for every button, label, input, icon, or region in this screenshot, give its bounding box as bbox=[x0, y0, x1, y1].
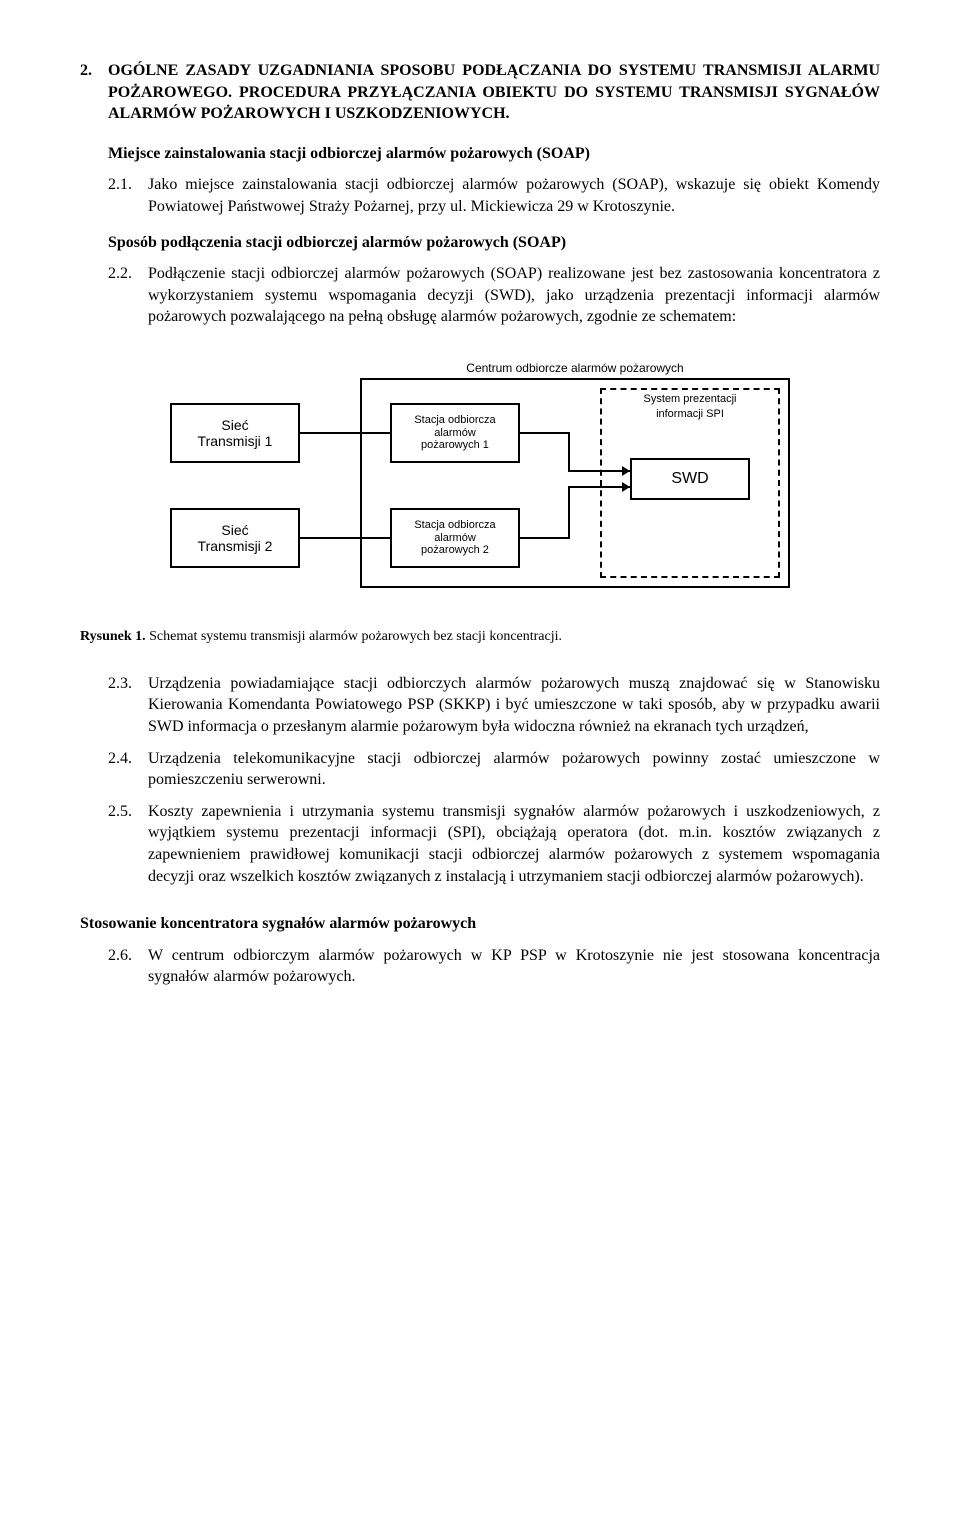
diagram-connector bbox=[520, 432, 570, 434]
subheading-install-place: Miejsce zainstalowania stacji odbiorczej… bbox=[108, 143, 880, 165]
paragraph-number: 2.1. bbox=[108, 174, 148, 217]
diagram-spi-label: System prezentacjiinformacji SPI bbox=[600, 392, 780, 422]
paragraph-text: W centrum odbiorczym alarmów pożarowych … bbox=[148, 945, 880, 988]
paragraph-text: Jako miejsce zainstalowania stacji odbio… bbox=[148, 174, 880, 217]
figure-caption-text: Schemat systemu transmisji alarmów pożar… bbox=[146, 629, 562, 644]
diagram-box-soap1: Stacja odbiorczaalarmówpożarowych 1 bbox=[390, 403, 520, 463]
diagram-container: Centrum odbiorcze alarmów pożarowych Sys… bbox=[80, 358, 880, 618]
paragraph: 2.1. Jako miejsce zainstalowania stacji … bbox=[108, 174, 880, 217]
diagram-connector bbox=[568, 470, 630, 472]
diagram-outer-label: Centrum odbiorcze alarmów pożarowych bbox=[360, 360, 790, 376]
section-number: 2. bbox=[80, 60, 108, 82]
diagram-arrow bbox=[622, 466, 630, 476]
figure-caption: Rysunek 1. Schemat systemu transmisji al… bbox=[80, 628, 880, 647]
diagram-box-swd: SWD bbox=[630, 458, 750, 500]
paragraph-text: Urządzenia powiadamiające stacji odbiorc… bbox=[148, 673, 880, 738]
paragraph: 2.4. Urządzenia telekomunikacyjne stacji… bbox=[108, 748, 880, 791]
paragraph-text: Koszty zapewnienia i utrzymania systemu … bbox=[148, 801, 880, 887]
paragraph-number: 2.4. bbox=[108, 748, 148, 791]
paragraph-text: Urządzenia telekomunikacyjne stacji odbi… bbox=[148, 748, 880, 791]
diagram-connector bbox=[568, 486, 630, 488]
paragraph-number: 2.5. bbox=[108, 801, 148, 887]
diagram-connector bbox=[520, 537, 570, 539]
section-heading: 2.OGÓLNE ZASADY UZGADNIANIA SPOSOBU PODŁ… bbox=[80, 60, 880, 125]
diagram-connector bbox=[568, 486, 570, 539]
diagram-box-net1: SiećTransmisji 1 bbox=[170, 403, 300, 463]
flow-diagram: Centrum odbiorcze alarmów pożarowych Sys… bbox=[160, 358, 800, 618]
paragraph: 2.3. Urządzenia powiadamiające stacji od… bbox=[108, 673, 880, 738]
paragraph-number: 2.3. bbox=[108, 673, 148, 738]
subheading-connect-method: Sposób podłączenia stacji odbiorczej ala… bbox=[108, 232, 880, 254]
paragraph: 2.2. Podłączenie stacji odbiorczej alarm… bbox=[108, 263, 880, 328]
diagram-connector bbox=[568, 432, 570, 472]
figure-caption-label: Rysunek 1. bbox=[80, 629, 146, 644]
paragraph: 2.6. W centrum odbiorczym alarmów pożaro… bbox=[108, 945, 880, 988]
diagram-arrow bbox=[622, 482, 630, 492]
diagram-box-soap2: Stacja odbiorczaalarmówpożarowych 2 bbox=[390, 508, 520, 568]
diagram-connector bbox=[300, 537, 390, 539]
paragraph-text: Podłączenie stacji odbiorczej alarmów po… bbox=[148, 263, 880, 328]
paragraph-number: 2.6. bbox=[108, 945, 148, 988]
diagram-connector bbox=[300, 432, 390, 434]
section-title: OGÓLNE ZASADY UZGADNIANIA SPOSOBU PODŁĄC… bbox=[108, 60, 880, 125]
diagram-box-net2: SiećTransmisji 2 bbox=[170, 508, 300, 568]
paragraph-number: 2.2. bbox=[108, 263, 148, 328]
paragraph: 2.5. Koszty zapewnienia i utrzymania sys… bbox=[108, 801, 880, 887]
subheading-concentrator: Stosowanie koncentratora sygnałów alarmó… bbox=[80, 913, 880, 935]
